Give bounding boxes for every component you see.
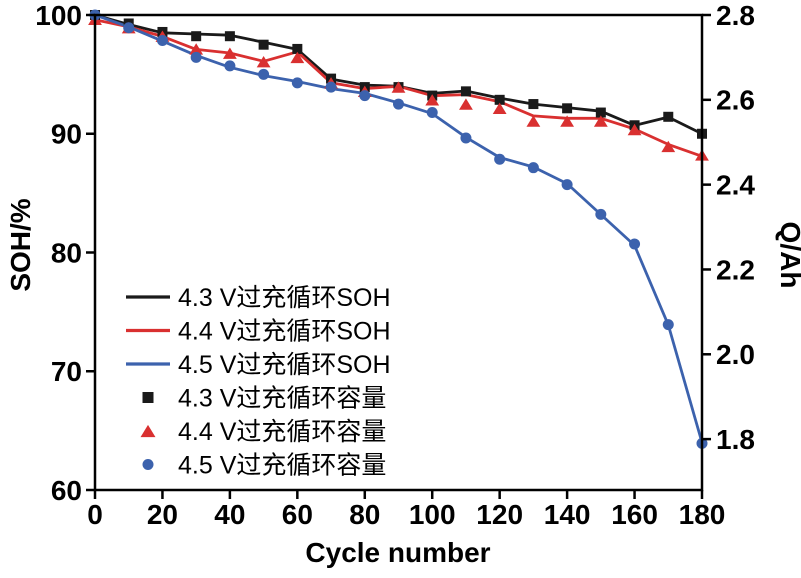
left-y-tick-label: 70 xyxy=(51,356,82,387)
legend-label: 4.4 V过充循环容量 xyxy=(178,418,386,446)
capacity-marker xyxy=(393,98,404,110)
x-tick-label: 140 xyxy=(544,499,591,530)
capacity-marker xyxy=(426,107,438,119)
capacity-marker xyxy=(191,31,202,42)
x-tick-label: 160 xyxy=(611,499,658,530)
right-y-tick-label: 2.2 xyxy=(716,254,755,285)
capacity-marker xyxy=(494,153,506,165)
capacity-marker xyxy=(256,55,271,68)
legend-marker-sample xyxy=(140,424,156,438)
capacity-marker xyxy=(560,115,575,127)
right-y-tick-label: 1.8 xyxy=(716,424,755,455)
capacity-marker xyxy=(492,102,507,115)
left-y-tick-label: 80 xyxy=(51,237,82,268)
x-tick-label: 60 xyxy=(282,499,313,530)
capacity-marker xyxy=(662,319,674,331)
capacity-marker xyxy=(627,123,642,136)
legend-item: 4.5 V过充循环容量 xyxy=(142,451,386,479)
legend-label: 4.3 V过充循环容量 xyxy=(178,384,386,412)
capacity-marker xyxy=(528,99,539,110)
capacity-marker xyxy=(595,208,607,220)
x-tick-label: 180 xyxy=(679,499,726,530)
x-axis-title: Cycle number xyxy=(305,537,490,568)
legend-item: 4.3 V过充循环容量 xyxy=(142,384,386,412)
capacity-marker xyxy=(629,238,641,250)
legend-marker-sample xyxy=(142,459,154,470)
x-tick-label: 80 xyxy=(349,499,380,530)
capacity-marker xyxy=(661,140,676,153)
capacity-marker xyxy=(593,115,608,127)
capacity-marker xyxy=(595,107,606,118)
series-layer xyxy=(88,9,709,449)
legend-layer: 4.3 V过充循环SOH 4.4 V过充循环SOH 4.5 V过充循环SOH 4.3 … xyxy=(126,284,391,479)
left-y-tick-label: 90 xyxy=(51,119,82,150)
capacity-marker xyxy=(258,68,270,80)
legend-label: 4.3 V过充循环SOH xyxy=(178,284,391,312)
capacity-marker xyxy=(258,39,269,50)
legend-marker-sample xyxy=(142,392,154,403)
capacity-marker xyxy=(123,22,135,34)
soh-line-series xyxy=(93,13,704,136)
x-tick-label: 120 xyxy=(476,499,523,530)
capacity-marker xyxy=(189,43,204,55)
right-y-tick-label: 2.0 xyxy=(716,339,755,370)
capacity-marker xyxy=(562,103,573,114)
capacity-marker xyxy=(391,81,406,93)
capacity-marker xyxy=(425,94,440,106)
capacity-marker xyxy=(527,162,539,174)
capacity-marker xyxy=(292,43,303,54)
right-y-tick-label: 2.8 xyxy=(716,0,755,31)
right-y-axis-title: Q/Ah xyxy=(775,222,801,289)
legend-item: 4.4 V过充循环SOH xyxy=(126,317,391,345)
capacity-marker xyxy=(460,86,471,97)
capacity-marker xyxy=(224,60,236,72)
capacity-marker xyxy=(459,98,473,110)
right-y-tick-label: 2.4 xyxy=(716,169,755,200)
x-tick-label: 100 xyxy=(409,499,456,530)
right-y-tick-label: 2.6 xyxy=(716,85,755,116)
capacity-marker xyxy=(190,51,202,63)
capacity-marker xyxy=(290,51,305,64)
capacity-marker xyxy=(526,115,541,127)
legend-item: 4.3 V过充循环SOH xyxy=(126,284,391,312)
capacity-marker xyxy=(325,81,337,93)
legend-label: 4.5 V过充循环SOH xyxy=(178,351,391,379)
capacity-marker xyxy=(156,34,168,46)
ticks-layer: 0 20 40 60 80 100 120 140 160 180 60 70 80 90 100 1.8 2.… xyxy=(35,0,755,530)
x-tick-label: 40 xyxy=(214,499,245,530)
x-tick-label: 0 xyxy=(87,499,103,530)
left-y-tick-label: 60 xyxy=(51,475,82,506)
legend-label: 4.4 V过充循环SOH xyxy=(178,317,391,345)
capacity-marker xyxy=(494,94,505,105)
x-tick-label: 20 xyxy=(147,499,178,530)
legend-label: 4.5 V过充循环容量 xyxy=(178,451,386,479)
capacity-marker xyxy=(561,179,573,191)
capacity-marker xyxy=(222,47,237,59)
legend-item: 4.5 V过充循环SOH xyxy=(126,351,391,379)
capacity-marker xyxy=(663,111,674,122)
legend-item: 4.4 V过充循环容量 xyxy=(140,418,386,446)
left-y-axis-title: SOH/% xyxy=(5,198,36,291)
capacity-marker xyxy=(359,90,371,102)
capacity-marker xyxy=(460,132,472,144)
left-y-tick-label: 100 xyxy=(35,0,82,31)
capacity-marker xyxy=(291,77,303,89)
capacity-marker xyxy=(224,31,235,42)
